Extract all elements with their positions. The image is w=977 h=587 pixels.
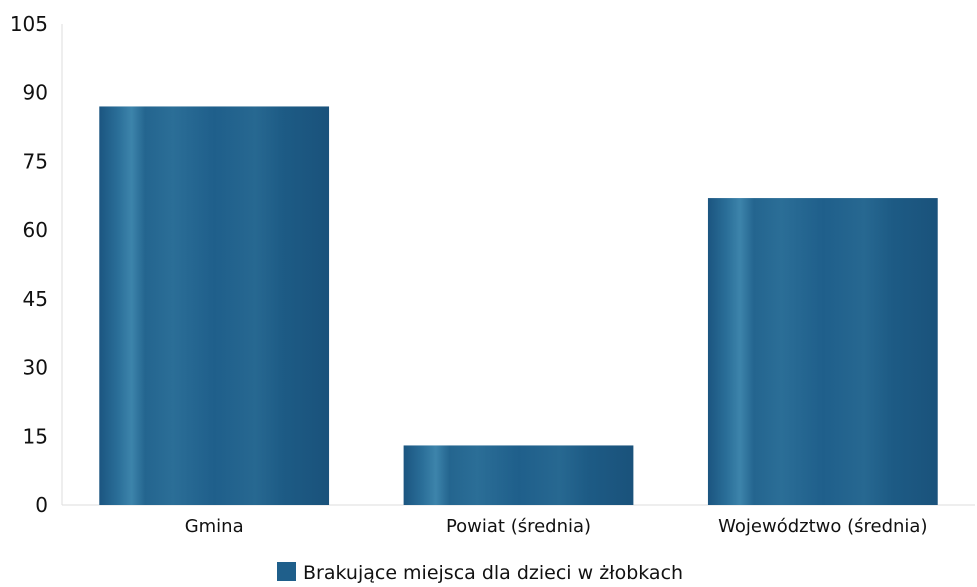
legend-label: Brakujące miejsca dla dzieci w żłobkach bbox=[303, 562, 683, 584]
y-tick-label: 15 bbox=[23, 424, 48, 448]
bar bbox=[99, 106, 330, 505]
y-tick-label: 90 bbox=[23, 81, 48, 105]
y-axis-ticks: 0 15 30 45 60 75 90 105 bbox=[10, 12, 48, 517]
y-tick-label: 0 bbox=[35, 493, 48, 517]
bar bbox=[707, 198, 938, 506]
y-tick-label: 60 bbox=[23, 218, 48, 242]
x-axis-categories: Gmina Powiat (średnia) Województwo (średni… bbox=[185, 516, 928, 537]
bar bbox=[403, 445, 634, 505]
y-tick-label: 30 bbox=[23, 356, 48, 380]
legend-swatch bbox=[277, 562, 296, 581]
y-tick-label: 105 bbox=[10, 12, 48, 36]
bars bbox=[99, 106, 938, 506]
x-category-label: Powiat (średnia) bbox=[446, 516, 591, 537]
y-tick-label: 75 bbox=[23, 149, 48, 173]
x-category-label: Gmina bbox=[185, 516, 244, 537]
legend: Brakujące miejsca dla dzieci w żłobkach bbox=[277, 562, 683, 584]
x-category-label: Województwo (średnia) bbox=[718, 516, 927, 537]
y-tick-label: 45 bbox=[23, 287, 48, 311]
